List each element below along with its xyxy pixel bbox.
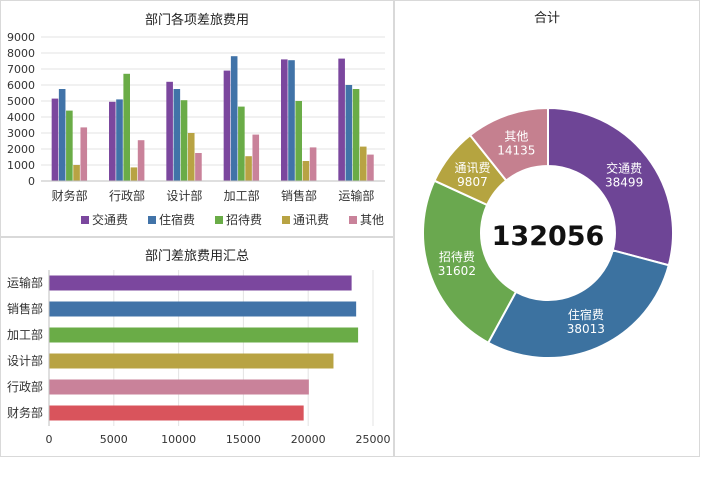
- bar: [180, 100, 188, 181]
- chart-title: 部门差旅费用汇总: [144, 249, 249, 264]
- bar: [49, 327, 359, 343]
- slice-value-label: 14135: [497, 143, 535, 157]
- bar: [230, 56, 238, 182]
- donut-slice: [468, 106, 549, 182]
- legend-label: 交通费: [92, 212, 128, 227]
- y-tick-label: 2000: [7, 143, 35, 156]
- grouped-bar-chart: 0 1000 2000 3000 4000 5000 6000 7000 8000 9000 财务部…: [7, 31, 385, 227]
- bar: [295, 101, 302, 181]
- legend-swatch: [349, 216, 357, 224]
- slice-label: 招待费: [439, 250, 475, 264]
- y-tick-label: 7000: [7, 63, 35, 76]
- bar: [288, 60, 295, 182]
- x-tick-label: 行政部: [109, 188, 145, 203]
- slice-label: 住宿费: [568, 307, 604, 322]
- donut-center-total: 132056: [492, 221, 605, 252]
- bar: [367, 154, 374, 181]
- x-tick-label: 加工部: [224, 188, 260, 203]
- bar: [173, 89, 181, 181]
- bar: [359, 146, 367, 181]
- x-tick-label: 10000: [161, 433, 196, 446]
- y-tick-label: 财务部: [7, 405, 43, 420]
- bar: [109, 101, 116, 181]
- bar: [302, 161, 310, 181]
- x-tick-label: 5000: [100, 433, 128, 446]
- bar: [309, 147, 317, 181]
- horizontal-bar-chart: 0 5000 10000 15000 20000 25000 财务部 行政部 设计部 加工部 销售部…: [7, 270, 391, 446]
- slice-value-label: 9807: [457, 175, 488, 189]
- bar: [123, 73, 130, 181]
- bar: [49, 353, 334, 369]
- bar: [49, 379, 309, 395]
- donut-slice: [422, 179, 518, 345]
- legend-label: 住宿费: [159, 212, 195, 227]
- x-tick-label: 销售部: [281, 188, 317, 203]
- y-tick-label: 3000: [7, 127, 35, 140]
- y-tick-label: 1000: [7, 159, 35, 172]
- bar: [352, 89, 360, 181]
- bar: [345, 85, 353, 181]
- y-tick-label: 0: [28, 175, 35, 188]
- chart-title: 部门各项差旅费用: [144, 13, 249, 28]
- dept-summary-chart-panel: 部门差旅费用汇总 0 5000 10000 15000 20000 25000 财务部 行政部…: [0, 237, 394, 457]
- y-tick-label: 8000: [7, 47, 35, 60]
- bar: [252, 134, 260, 181]
- legend-swatch: [215, 216, 223, 224]
- bar: [66, 110, 73, 181]
- bar: [80, 127, 88, 181]
- bar: [281, 59, 288, 181]
- bar: [137, 140, 145, 181]
- bar: [49, 275, 352, 291]
- chart-title: 合计: [533, 11, 560, 26]
- total-donut-chart-panel: 合计 交通费 38499 住宿费 38013 招待费 31602 通讯费 9807 其他 1413…: [394, 0, 700, 457]
- legend-swatch: [282, 216, 290, 224]
- dept-expense-chart-panel: 部门各项差旅费用 0 1000 2000 3000 4000 5000 6000 7000 80…: [0, 0, 394, 237]
- x-tick-label: 15000: [226, 433, 261, 446]
- slice-value-label: 31602: [438, 264, 476, 278]
- bar: [49, 405, 304, 421]
- legend-swatch: [81, 216, 89, 224]
- bar: [58, 89, 66, 181]
- bar: [73, 165, 80, 181]
- bar: [238, 106, 245, 181]
- slice-label: 其他: [504, 129, 528, 143]
- legend-label: 其他: [360, 213, 384, 227]
- bar: [116, 99, 123, 181]
- x-tick-label: 0: [46, 433, 53, 446]
- y-tick-label: 销售部: [7, 301, 43, 316]
- slice-value-label: 38013: [567, 322, 605, 336]
- bar: [166, 81, 173, 181]
- x-tick-label: 财务部: [52, 188, 88, 203]
- y-tick-label: 运输部: [7, 275, 43, 290]
- y-tick-label: 加工部: [7, 327, 43, 342]
- bar: [130, 167, 138, 181]
- bar: [245, 156, 252, 181]
- y-tick-label: 行政部: [7, 379, 43, 394]
- x-tick-label: 25000: [356, 433, 391, 446]
- x-tick-label: 20000: [291, 433, 326, 446]
- donut-slice: [486, 249, 670, 359]
- donut-slice: [547, 106, 674, 267]
- slice-label: 交通费: [606, 161, 642, 176]
- y-tick-label: 设计部: [7, 353, 43, 368]
- slice-value-label: 38499: [605, 176, 643, 190]
- y-tick-label: 5000: [7, 95, 35, 108]
- y-tick-label: 6000: [7, 79, 35, 92]
- legend-label: 招待费: [226, 213, 262, 227]
- bar: [187, 133, 195, 181]
- y-tick-label: 9000: [7, 31, 35, 44]
- y-tick-label: 4000: [7, 111, 35, 124]
- bar: [223, 70, 231, 181]
- slice-label: 通讯费: [454, 161, 490, 175]
- x-tick-label: 运输部: [338, 188, 374, 203]
- legend-label: 通讯费: [293, 213, 329, 227]
- legend-swatch: [148, 216, 156, 224]
- bar: [51, 98, 59, 181]
- bar: [49, 301, 357, 317]
- x-tick-label: 设计部: [166, 188, 202, 203]
- bar: [195, 153, 202, 181]
- bar: [338, 58, 345, 181]
